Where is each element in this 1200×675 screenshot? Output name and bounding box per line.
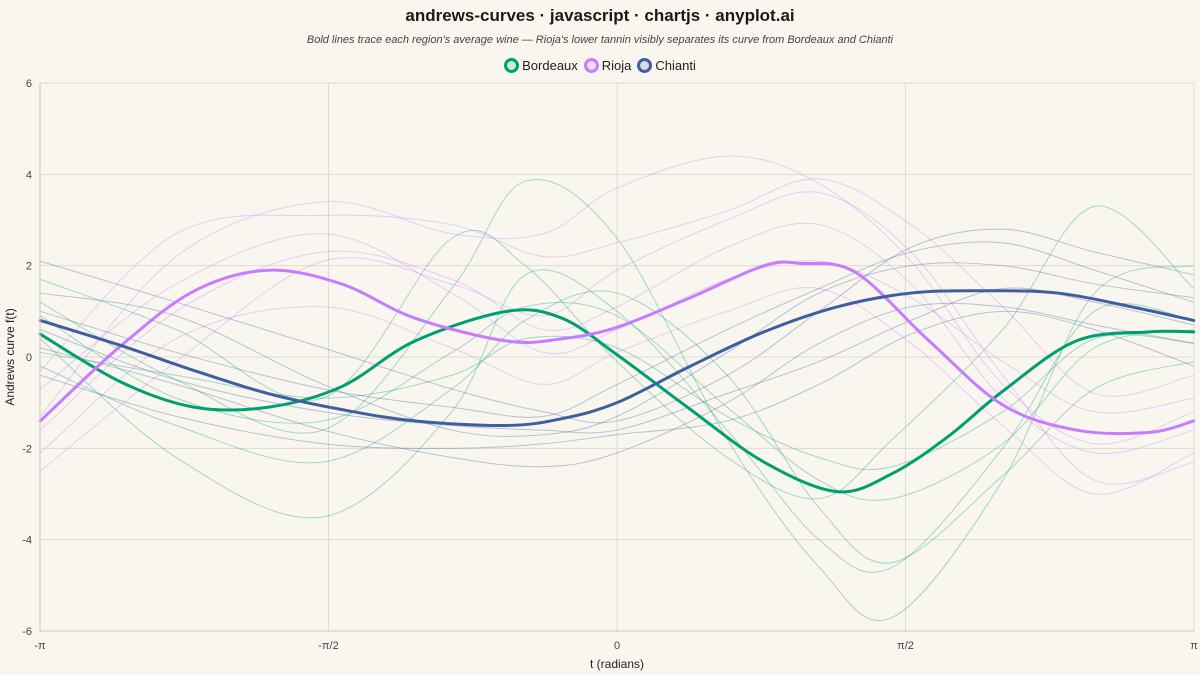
sample-curve-chianti bbox=[40, 287, 1194, 434]
x-tick-label: -π bbox=[34, 640, 46, 652]
mean-curve-chianti[interactable] bbox=[38, 289, 1196, 428]
legend-swatch-rioja bbox=[583, 58, 599, 73]
sample-curve-bordeaux bbox=[40, 302, 1194, 501]
sample-curve-chianti bbox=[40, 302, 1194, 468]
legend-item-rioja[interactable]: Rioja bbox=[583, 58, 632, 73]
y-tick-label: 6 bbox=[26, 78, 32, 90]
sample-curve-rioja bbox=[39, 191, 1194, 485]
legend-label-bordeaux: Bordeaux bbox=[522, 58, 578, 73]
y-tick-label: -2 bbox=[22, 443, 32, 455]
x-tick-label: π bbox=[1190, 640, 1198, 652]
y-tick-label: 2 bbox=[26, 261, 32, 273]
x-tick-label: 0 bbox=[614, 640, 620, 652]
y-tick-label: 0 bbox=[26, 352, 32, 364]
sample-curve-rioja bbox=[39, 178, 1194, 397]
sample-curve-bordeaux bbox=[40, 334, 1194, 470]
sample-curve-chianti bbox=[40, 262, 1194, 437]
sample-curve-bordeaux bbox=[39, 269, 1194, 573]
sample-curve-rioja bbox=[39, 287, 1194, 495]
x-axis-label: t (radians) bbox=[590, 657, 644, 671]
grid bbox=[39, 82, 1195, 632]
sample-curve-chianti bbox=[40, 228, 1194, 424]
legend-swatch-chianti bbox=[637, 58, 653, 73]
y-tick-label: -6 bbox=[22, 626, 32, 638]
mean-curves bbox=[38, 260, 1196, 494]
legend-swatch-bordeaux bbox=[504, 58, 520, 73]
legend: Bordeaux Rioja Chianti bbox=[0, 58, 1200, 73]
x-tick-label: -π/2 bbox=[318, 640, 338, 652]
sample-curve-bordeaux bbox=[40, 179, 1194, 622]
chart-subtitle: Bold lines trace each region's average w… bbox=[306, 34, 894, 46]
legend-label-chianti: Chianti bbox=[655, 58, 696, 73]
sample-curve-rioja bbox=[39, 155, 1194, 445]
sample-curve-chianti bbox=[40, 310, 1194, 449]
chart-title: andrews-curves · javascript · chartjs · … bbox=[405, 6, 795, 25]
sample-curve-rioja bbox=[39, 222, 1194, 455]
sample-curve-chianti bbox=[40, 241, 1194, 418]
y-tick-label: -4 bbox=[22, 535, 32, 547]
legend-label-rioja: Rioja bbox=[601, 58, 632, 73]
y-axis-label: Andrews curve f(t) bbox=[3, 308, 17, 405]
axes: -6 -4 -2 0 2 4 6 -π -π/2 0 π/2 π t (radians) Andrews … bbox=[3, 78, 1198, 671]
sample-curve-bordeaux bbox=[40, 290, 1194, 564]
legend-item-bordeaux[interactable]: Bordeaux bbox=[504, 58, 578, 73]
x-tick-label: π/2 bbox=[897, 640, 914, 652]
y-tick-label: 4 bbox=[26, 169, 32, 181]
mean-curve-rioja[interactable] bbox=[38, 260, 1196, 436]
mean-curve-bordeaux[interactable] bbox=[38, 308, 1196, 494]
legend-item-chianti[interactable]: Chianti bbox=[637, 58, 696, 73]
